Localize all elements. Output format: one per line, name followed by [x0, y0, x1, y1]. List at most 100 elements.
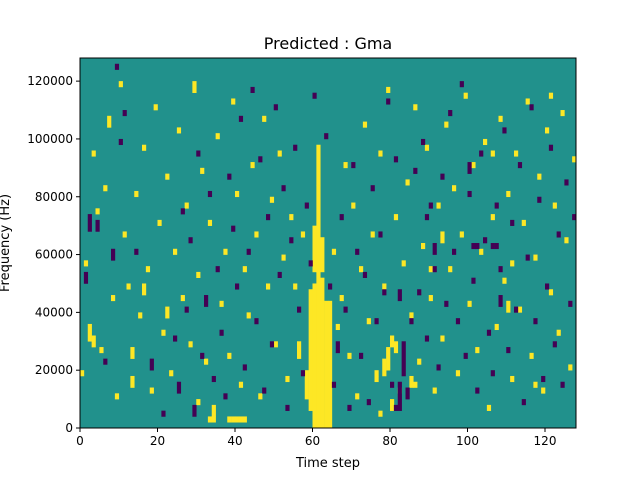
x-tick-label: 80: [382, 434, 397, 448]
heatmap-cell-high: [91, 335, 96, 348]
heatmap-cell-low: [200, 352, 205, 359]
heatmap-cell-low: [432, 266, 437, 273]
heatmap-cell-low: [568, 300, 573, 307]
heatmap-cell-low: [483, 237, 488, 244]
y-tick-label: 20000: [35, 363, 73, 377]
heatmap-cell-high: [548, 92, 554, 99]
heatmap-cell-high: [196, 271, 201, 278]
heatmap-cell-low: [238, 115, 244, 122]
heatmap-cell-high: [242, 266, 247, 273]
heatmap-cell-low: [95, 219, 100, 232]
x-axis-ticks: 0 20 40 60 80 100 120: [76, 428, 556, 448]
heatmap-cell-low: [486, 329, 492, 336]
heatmap-cell-low: [269, 341, 275, 348]
heatmap-cell-low: [188, 237, 193, 244]
heatmap-cell-high: [448, 266, 453, 273]
heatmap-cell-low: [281, 185, 286, 192]
heatmap-cell-high: [204, 358, 209, 365]
heatmap-cell-high: [126, 283, 131, 290]
heatmap-cell-high: [564, 237, 569, 244]
heatmap-cell-high: [80, 370, 85, 377]
heatmap-cell-low: [173, 335, 178, 342]
heatmap-cell-low: [529, 104, 534, 111]
heatmap-cell-high: [188, 341, 193, 348]
heatmap-cell-low: [506, 347, 511, 354]
heatmap-cell-low: [87, 214, 92, 232]
heatmap-cell-high: [316, 144, 321, 186]
heatmap-cell-high: [432, 387, 437, 394]
heatmap-cell-low: [111, 248, 116, 261]
heatmap-cell-high: [529, 352, 534, 359]
heatmap-cell-low: [424, 335, 430, 342]
heatmap-cell-low: [266, 214, 271, 221]
heatmap-cell-low: [413, 167, 418, 174]
heatmap-cell-high: [161, 329, 166, 336]
heatmap-cell-high: [506, 190, 511, 198]
heatmap-cell-high: [521, 219, 526, 226]
heatmap-cell-high: [281, 254, 286, 261]
heatmap-cell-low: [297, 306, 302, 313]
heatmap-cell-low: [258, 156, 263, 163]
heatmap-cell-low: [409, 318, 414, 325]
heatmap-cell-low: [537, 196, 542, 203]
heatmap-cell-low: [227, 173, 232, 180]
heatmap-cell-low: [242, 364, 247, 371]
heatmap-cell-high: [548, 289, 554, 296]
heatmap-cell-low: [300, 370, 306, 377]
heatmap-cell-high: [142, 144, 147, 151]
heatmap-cell-high: [134, 190, 139, 198]
heatmap-cell-high: [246, 312, 251, 319]
heatmap-cell-low: [545, 283, 550, 290]
heatmap-cell-high: [293, 283, 298, 290]
heatmap-cell-high: [382, 283, 387, 290]
heatmap-cell-high: [382, 358, 387, 377]
heatmap-cell-high: [386, 86, 391, 93]
heatmap-cell-high: [211, 416, 216, 423]
heatmap-cell-low: [521, 399, 526, 406]
heatmap-cell-low: [552, 341, 557, 348]
heatmap-cell-high: [533, 381, 538, 388]
heatmap-cell-low: [502, 127, 507, 134]
heatmap-cell-low: [176, 381, 182, 394]
heatmap-cell-low: [351, 162, 356, 169]
heatmap-cell-high: [498, 115, 503, 122]
heatmap-cell-high: [514, 150, 519, 157]
heatmap-cell-low: [572, 214, 577, 221]
heatmap-cell-high: [568, 364, 573, 371]
heatmap-cell-high: [471, 162, 476, 169]
heatmap-cell-high: [459, 231, 464, 238]
heatmap-cell-high: [378, 410, 383, 417]
heatmap-cell-low: [339, 214, 344, 221]
heatmap-cell-high: [122, 231, 127, 238]
heatmap-cell-high: [207, 219, 213, 226]
heatmap-cell-low: [122, 110, 127, 117]
heatmap-cell-high: [393, 341, 399, 354]
heatmap-cell-low: [448, 110, 453, 117]
heatmap-cell-low: [324, 133, 329, 140]
heatmap-cell-high: [207, 416, 213, 423]
heatmap-cell-high: [254, 231, 259, 238]
heatmap-cell-high: [545, 127, 550, 134]
heatmap-cell-low: [490, 243, 495, 250]
heatmap-cell-high: [242, 416, 247, 423]
heatmap-cell-high: [258, 393, 263, 400]
heatmap-cell-high: [95, 208, 100, 215]
heatmap-cell-low: [428, 202, 433, 209]
heatmap-cell-low: [459, 81, 464, 88]
heatmap-cell-high: [273, 341, 278, 348]
heatmap-cell-low: [273, 104, 278, 111]
heatmap-cell-low: [331, 381, 337, 388]
heatmap-cell-high: [490, 214, 495, 221]
heatmap-cell-high: [463, 92, 468, 99]
heatmap-cell-high: [347, 352, 352, 359]
heatmap-cell-high: [510, 375, 515, 383]
heatmap-cells: [80, 63, 577, 429]
heatmap-cell-high: [304, 370, 309, 400]
heatmap-cell-low: [134, 248, 139, 255]
heatmap-cell-high: [176, 127, 182, 134]
heatmap-cell-high: [413, 104, 418, 111]
heatmap-cell-low: [304, 202, 309, 209]
heatmap-cell-high: [335, 323, 340, 331]
x-tick-label: 20: [150, 434, 165, 448]
heatmap-cell-high: [238, 416, 244, 423]
